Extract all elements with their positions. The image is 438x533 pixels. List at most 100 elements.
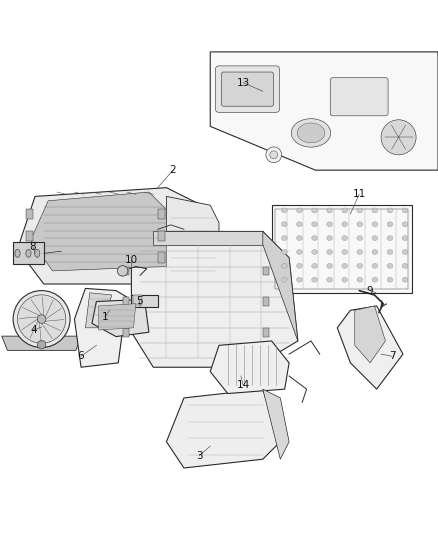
- Ellipse shape: [312, 236, 318, 240]
- Polygon shape: [153, 231, 263, 245]
- Ellipse shape: [327, 263, 332, 268]
- Text: 10: 10: [125, 255, 138, 265]
- Ellipse shape: [327, 249, 332, 254]
- Ellipse shape: [342, 222, 348, 227]
- Polygon shape: [166, 389, 280, 468]
- Ellipse shape: [282, 236, 287, 240]
- Ellipse shape: [327, 222, 332, 227]
- Ellipse shape: [387, 277, 393, 282]
- Bar: [158, 253, 165, 263]
- Ellipse shape: [342, 249, 348, 254]
- Ellipse shape: [357, 249, 363, 254]
- Circle shape: [13, 290, 70, 348]
- Ellipse shape: [26, 249, 31, 257]
- Bar: [263, 297, 269, 306]
- Ellipse shape: [387, 236, 393, 240]
- Ellipse shape: [297, 236, 302, 240]
- Ellipse shape: [297, 263, 302, 268]
- FancyBboxPatch shape: [222, 72, 273, 106]
- Bar: [123, 266, 129, 275]
- Polygon shape: [210, 341, 289, 393]
- Ellipse shape: [387, 263, 393, 268]
- Ellipse shape: [402, 277, 408, 282]
- Text: 8: 8: [29, 242, 36, 252]
- Polygon shape: [355, 306, 385, 363]
- Ellipse shape: [357, 208, 363, 213]
- Polygon shape: [85, 293, 112, 328]
- Text: 3: 3: [196, 451, 203, 461]
- Ellipse shape: [297, 277, 302, 282]
- Polygon shape: [92, 300, 149, 336]
- Circle shape: [266, 147, 282, 163]
- Polygon shape: [31, 192, 166, 271]
- Ellipse shape: [327, 277, 332, 282]
- Ellipse shape: [402, 208, 408, 213]
- Bar: [123, 328, 129, 336]
- Bar: [158, 209, 165, 219]
- Ellipse shape: [342, 277, 348, 282]
- Ellipse shape: [357, 236, 363, 240]
- Polygon shape: [337, 306, 403, 389]
- Polygon shape: [166, 197, 219, 284]
- Ellipse shape: [282, 263, 287, 268]
- Text: 11: 11: [353, 189, 366, 199]
- Ellipse shape: [342, 236, 348, 240]
- Bar: [275, 209, 408, 289]
- Ellipse shape: [282, 208, 287, 213]
- Polygon shape: [263, 231, 298, 341]
- Bar: [263, 328, 269, 336]
- Ellipse shape: [342, 263, 348, 268]
- Ellipse shape: [312, 277, 318, 282]
- Ellipse shape: [357, 222, 363, 227]
- Ellipse shape: [297, 123, 325, 143]
- Polygon shape: [131, 231, 298, 367]
- Ellipse shape: [372, 249, 378, 254]
- Circle shape: [381, 120, 416, 155]
- Ellipse shape: [327, 208, 332, 213]
- Ellipse shape: [372, 236, 378, 240]
- Ellipse shape: [312, 222, 318, 227]
- Ellipse shape: [372, 277, 378, 282]
- Ellipse shape: [357, 277, 363, 282]
- Text: 13: 13: [237, 77, 250, 87]
- FancyBboxPatch shape: [215, 66, 279, 112]
- Ellipse shape: [312, 208, 318, 213]
- Ellipse shape: [402, 249, 408, 254]
- Ellipse shape: [342, 208, 348, 213]
- Ellipse shape: [372, 263, 378, 268]
- Ellipse shape: [282, 249, 287, 254]
- Ellipse shape: [312, 263, 318, 268]
- Ellipse shape: [372, 222, 378, 227]
- Text: 2: 2: [170, 165, 177, 175]
- Polygon shape: [210, 52, 438, 170]
- Ellipse shape: [297, 208, 302, 213]
- Ellipse shape: [387, 222, 393, 227]
- Ellipse shape: [372, 208, 378, 213]
- Bar: [123, 297, 129, 306]
- Bar: [263, 266, 269, 275]
- Bar: [26, 209, 33, 219]
- Polygon shape: [263, 389, 289, 459]
- Polygon shape: [18, 188, 201, 284]
- Circle shape: [117, 265, 128, 276]
- Polygon shape: [2, 336, 81, 350]
- Ellipse shape: [282, 277, 287, 282]
- Text: 1: 1: [102, 312, 109, 322]
- Circle shape: [37, 315, 46, 324]
- Ellipse shape: [282, 222, 287, 227]
- Ellipse shape: [402, 263, 408, 268]
- Ellipse shape: [35, 249, 40, 257]
- Text: 14: 14: [237, 379, 250, 390]
- Circle shape: [37, 341, 46, 349]
- Ellipse shape: [297, 249, 302, 254]
- Ellipse shape: [387, 208, 393, 213]
- Ellipse shape: [327, 236, 332, 240]
- Text: 4: 4: [31, 325, 38, 335]
- Ellipse shape: [357, 263, 363, 268]
- Ellipse shape: [402, 236, 408, 240]
- Bar: [26, 231, 33, 241]
- Polygon shape: [74, 288, 127, 367]
- Text: 5: 5: [136, 296, 143, 305]
- Ellipse shape: [297, 222, 302, 227]
- Circle shape: [270, 151, 278, 159]
